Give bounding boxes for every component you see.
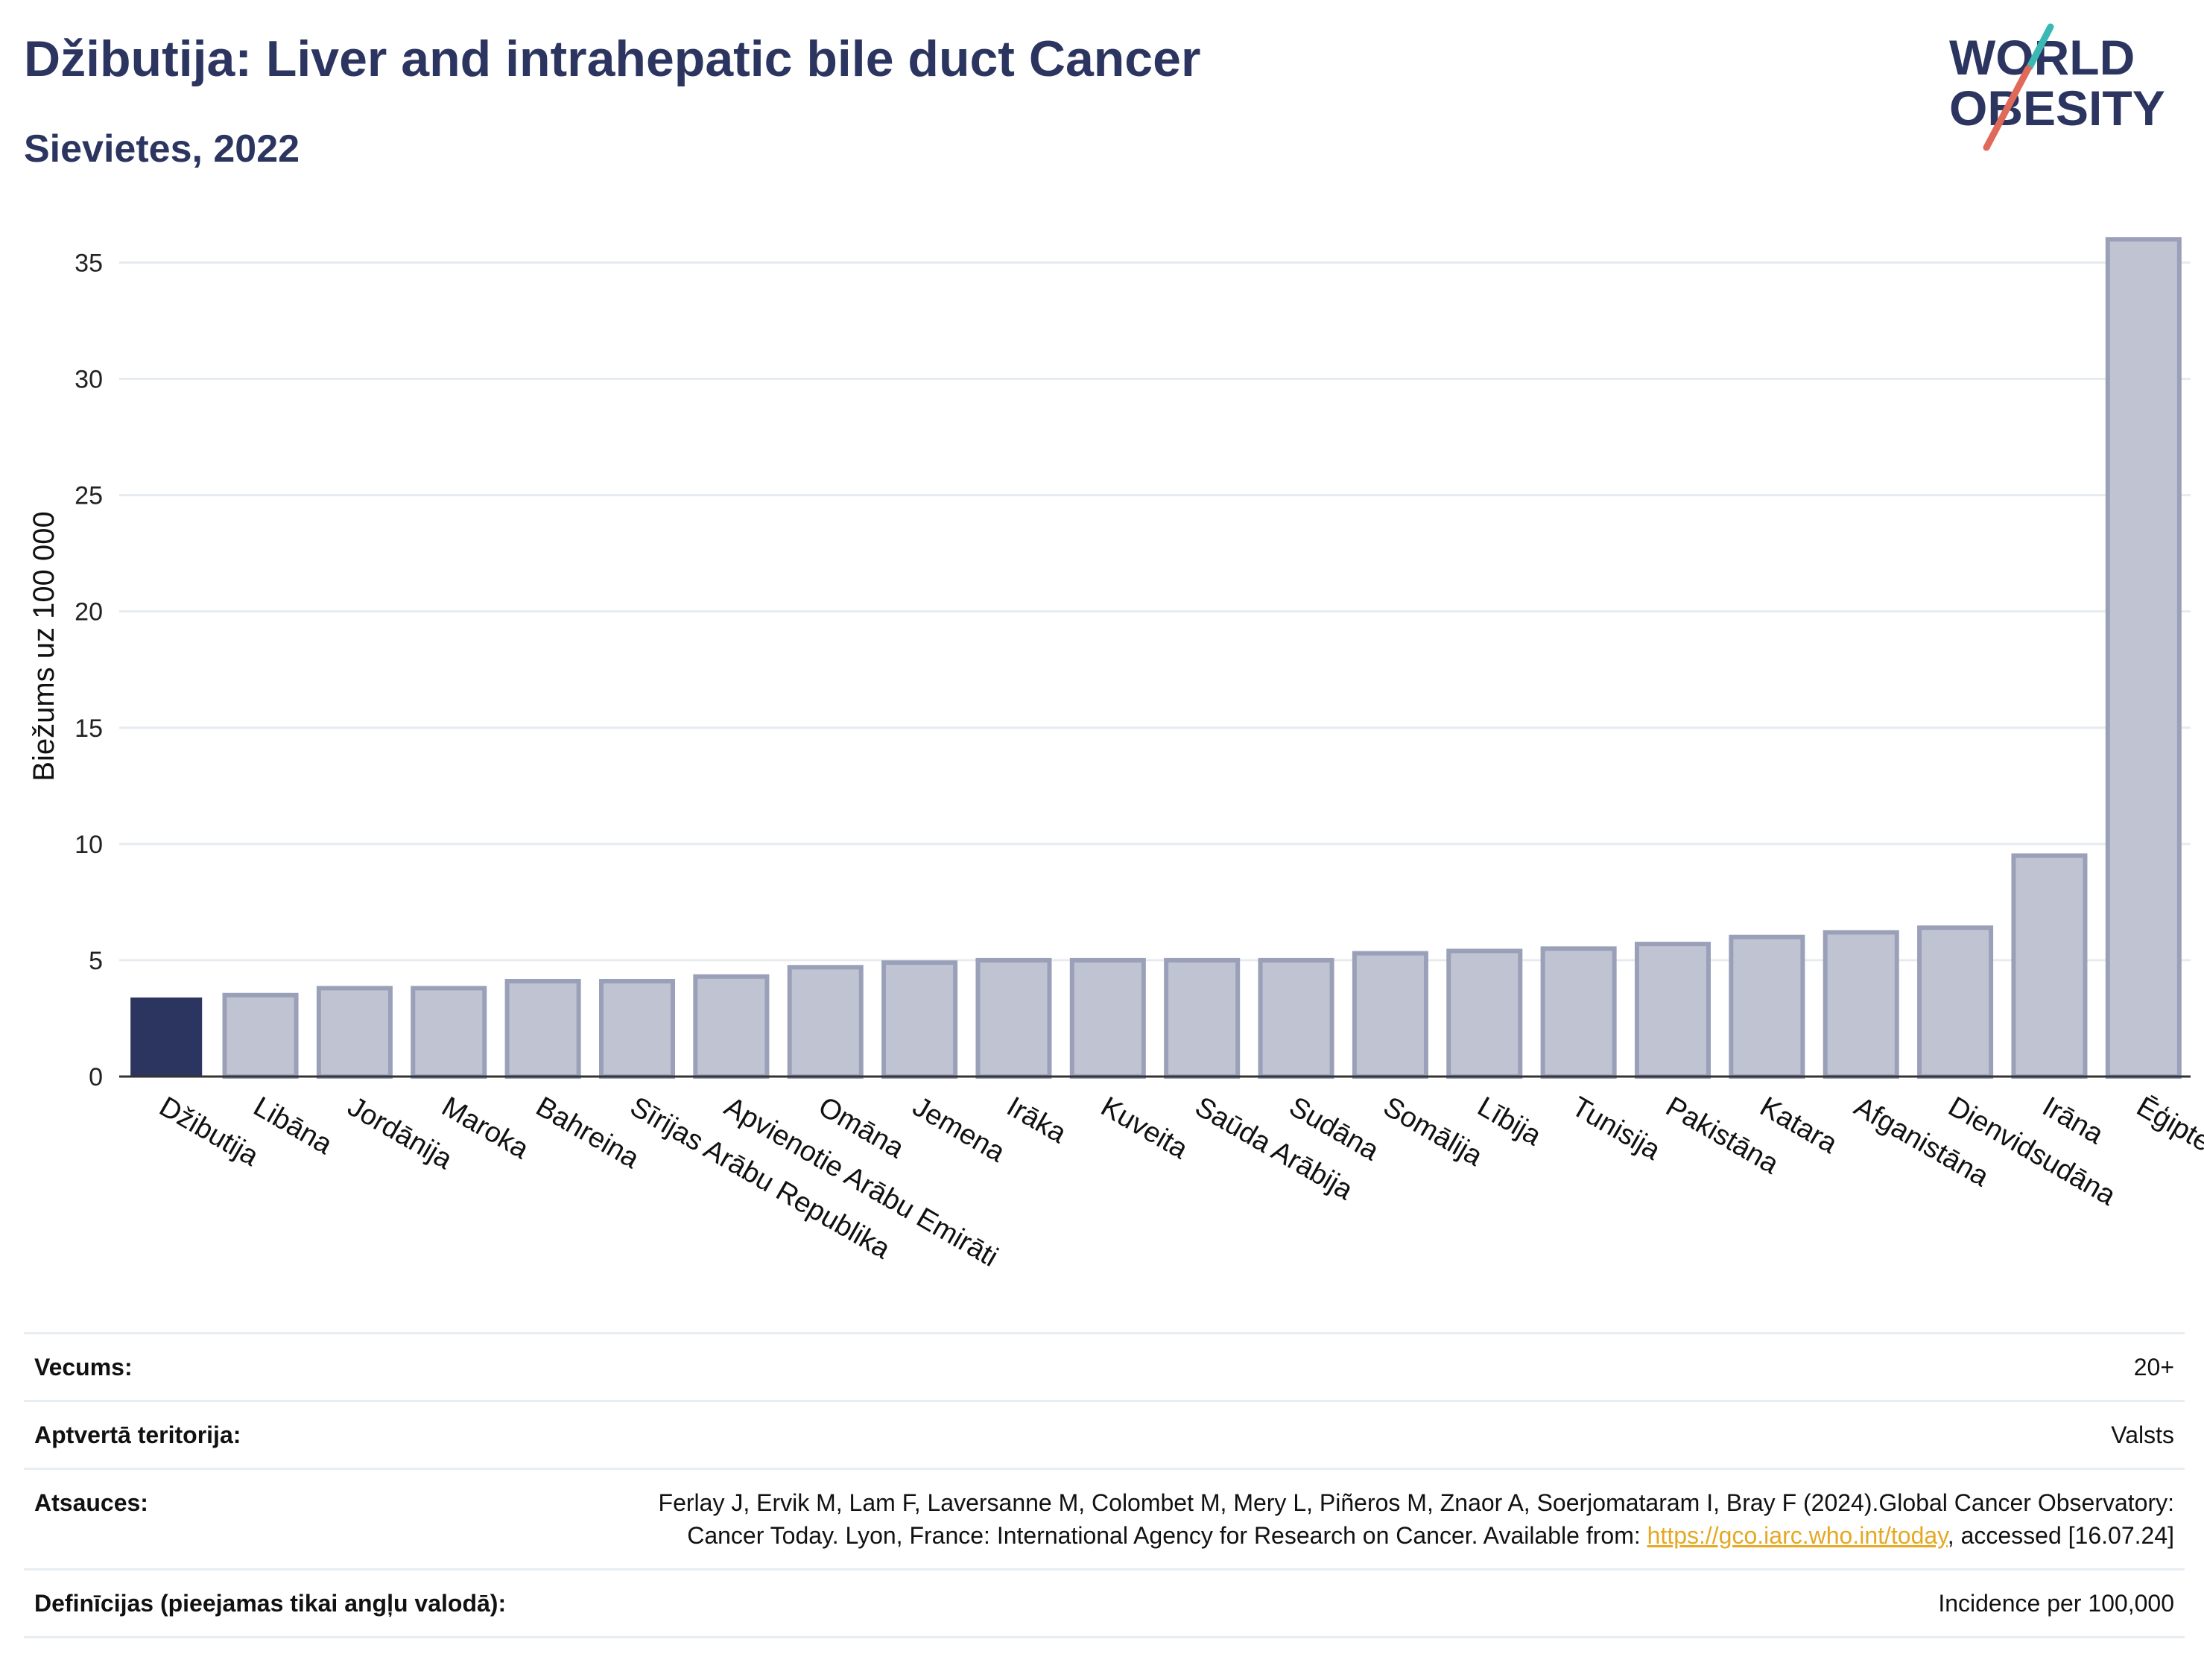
x-tick-label: Irāka xyxy=(1001,1091,1072,1150)
bar xyxy=(1540,946,1617,1079)
bar xyxy=(787,965,864,1080)
bar xyxy=(1069,957,1146,1080)
x-tick-label: Jemena xyxy=(908,1091,1011,1168)
bar xyxy=(2105,237,2182,1080)
y-axis-title: Biežums uz 100 000 xyxy=(28,511,60,781)
bar xyxy=(2011,853,2088,1079)
bar xyxy=(1917,925,1994,1079)
bar xyxy=(693,974,770,1079)
bar xyxy=(881,960,958,1079)
x-tick-label: Libāna xyxy=(248,1091,338,1161)
bar xyxy=(598,979,676,1080)
info-label-references: Atsauces: xyxy=(34,1489,148,1516)
logo-slash-teal xyxy=(2026,23,2054,71)
info-value-age: 20+ xyxy=(2133,1354,2174,1381)
x-tick-label: Tunisija xyxy=(1566,1091,1666,1167)
info-value-definitions: Incidence per 100,000 xyxy=(1938,1590,2174,1617)
y-tick-label: 15 xyxy=(75,714,103,743)
info-row-definitions: Definīcijas (pieejamas tikai angļu valod… xyxy=(24,1569,2185,1638)
info-label-definitions: Definīcijas (pieejamas tikai angļu valod… xyxy=(34,1590,507,1617)
bar xyxy=(1729,934,1805,1080)
logo-word-obesity: OBESITY xyxy=(1949,80,2165,136)
chart-subtitle: Sievietes, 2022 xyxy=(24,127,300,171)
bar xyxy=(316,986,393,1080)
x-tick-label: Kuveita xyxy=(1095,1091,1194,1165)
y-tick-label: 25 xyxy=(75,482,103,510)
bar xyxy=(1446,948,1523,1079)
x-tick-label: Saūda Arābija xyxy=(1190,1091,1359,1206)
y-tick-label: 30 xyxy=(75,366,103,394)
reference-text: Ferlay J, Ervik M, Lam F, Laversanne M, … xyxy=(658,1489,2174,1549)
info-value-coverage: Valsts xyxy=(2111,1421,2174,1448)
bar xyxy=(1634,942,1711,1080)
info-table: Vecums: 20+ Aptvertā teritorija: Valsts … xyxy=(24,1332,2185,1638)
info-label-coverage: Aptvertā teritorija: xyxy=(34,1421,241,1448)
y-tick-label: 5 xyxy=(89,947,103,975)
bar xyxy=(975,957,1052,1080)
info-label-age: Vecums: xyxy=(34,1354,133,1381)
x-tick-label: Džibutija xyxy=(154,1091,265,1173)
bar xyxy=(411,986,487,1080)
bar xyxy=(1164,957,1241,1080)
bar xyxy=(1352,951,1428,1080)
info-row-coverage: Aptvertā teritorija: Valsts xyxy=(24,1401,2185,1469)
reference-text-end: , accessed [16.07.24] xyxy=(1947,1522,2174,1549)
x-tick-label: Somālija xyxy=(1378,1091,1488,1173)
x-tick-label: Jordānija xyxy=(342,1091,457,1176)
reference-link[interactable]: https://gco.iarc.who.int/today xyxy=(1647,1522,1948,1549)
info-row-age: Vecums: 20+ xyxy=(24,1333,2185,1401)
y-tick-label: 20 xyxy=(75,598,103,627)
y-tick-label: 35 xyxy=(75,249,103,277)
bar xyxy=(130,997,203,1077)
bar xyxy=(222,992,299,1080)
bar xyxy=(1823,930,1899,1080)
x-tick-label: Ēģipte xyxy=(2131,1091,2204,1158)
y-tick-label: 0 xyxy=(89,1063,103,1091)
x-tick-label: Bahreina xyxy=(531,1091,645,1175)
logo-slash-coral xyxy=(1983,65,2032,151)
info-row-references: Atsauces: Ferlay J, Ervik M, Lam F, Lave… xyxy=(24,1468,2185,1570)
chart-title: Džibutija: Liver and intrahepatic bile d… xyxy=(24,31,1201,87)
bar xyxy=(1258,957,1334,1080)
world-obesity-logo: WORLD OBESITY xyxy=(1949,23,2165,151)
y-tick-label: 10 xyxy=(75,831,103,859)
bar xyxy=(504,979,581,1080)
info-value-references: Ferlay J, Ervik M, Lam F, Laversanne M, … xyxy=(611,1469,2185,1570)
